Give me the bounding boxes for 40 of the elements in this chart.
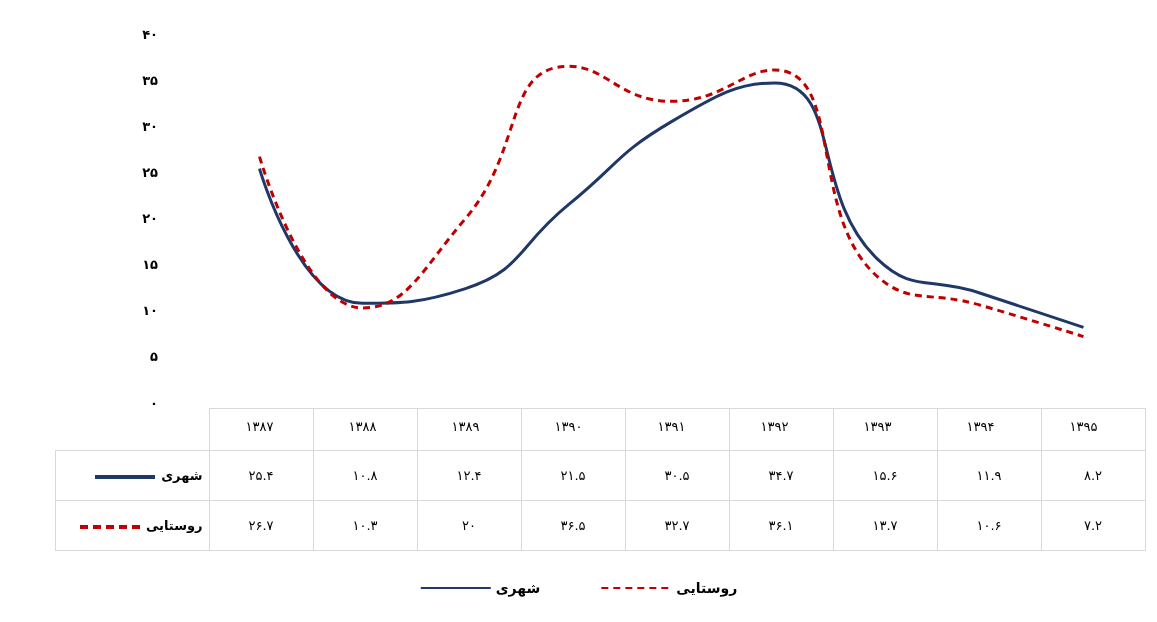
x-tick-label: ۱۳۸۷ <box>245 419 274 434</box>
y-tick-label: ۱۰ <box>142 303 158 319</box>
data-label: ۱۵.۶ <box>872 468 898 483</box>
data-label: ۳۰.۵ <box>664 468 690 483</box>
y-tick-label: ۵ <box>150 349 159 365</box>
data-label: ۲۰ <box>462 518 476 533</box>
data-label: ۱۰.۳ <box>352 518 378 533</box>
data-label: ۷.۲ <box>1083 518 1103 533</box>
y-tick-label: ۲۰ <box>142 211 158 226</box>
data-label: ۱۰.۸ <box>352 468 378 483</box>
x-tick-label: ۱۳۹۳ <box>863 419 892 434</box>
data-label: ۲۱.۵ <box>560 468 586 483</box>
text: شهری <box>495 580 541 596</box>
y-tick-label: ۴۰ <box>142 26 158 42</box>
legend-label: شهری <box>161 468 203 483</box>
legend-label: روستایی <box>145 518 203 533</box>
y-tick-label: ۱۵ <box>142 257 159 273</box>
data-label: ۱۲.۴ <box>456 468 482 483</box>
x-tick-label: ۱۳۹۰ <box>554 419 583 434</box>
x-tick-label: ۱۳۹۴ <box>966 419 995 434</box>
data-label: ۳۲.۷ <box>664 518 690 533</box>
x-tick-label: ۱۳۸۹ <box>451 419 480 434</box>
y-tick-label: ۰ <box>150 395 158 411</box>
data-label: ۳۶.۵ <box>560 518 586 533</box>
data-label: ۱۰.۶ <box>976 518 1002 533</box>
y-tick-label: ۳۰ <box>142 118 158 134</box>
x-tick-label: ۱۳۹۵ <box>1069 419 1098 434</box>
y-tick-label: ۲۵ <box>142 164 159 180</box>
data-label: ۳۴.۷ <box>768 468 794 483</box>
data-label: ۲۵.۴ <box>248 468 274 483</box>
data-label: ۱۳.۷ <box>872 518 898 533</box>
data-label: ۳۶.۱ <box>768 518 794 533</box>
data-label: ۸.۲ <box>1083 468 1103 483</box>
text: روستایی <box>676 580 738 596</box>
y-tick-label: ۳۵ <box>142 72 159 88</box>
x-tick-label: ۱۳۹۱ <box>657 419 686 434</box>
data-label: ۲۶.۷ <box>248 518 274 533</box>
x-tick-label: ۱۳۸۸ <box>348 419 377 434</box>
x-tick-label: ۱۳۹۲ <box>760 419 789 434</box>
data-label: ۱۱.۹ <box>976 468 1002 483</box>
